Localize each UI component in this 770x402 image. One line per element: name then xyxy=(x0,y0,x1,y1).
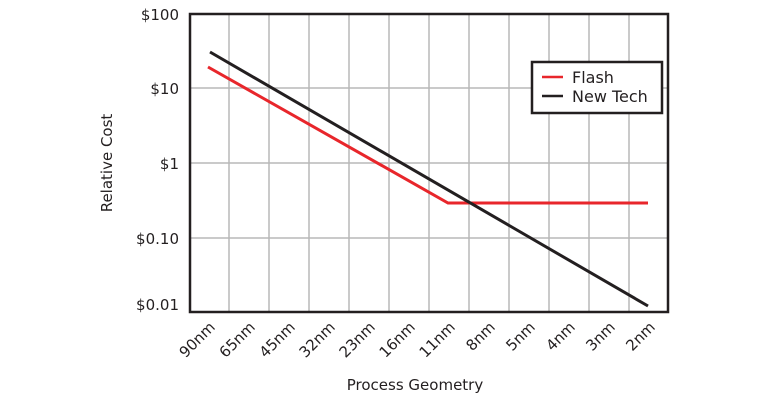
legend-flash-label: Flash xyxy=(572,68,614,87)
x-tick: 2nm xyxy=(622,318,659,355)
y-axis-ticks: $100 $10 $1 $0.10 $0.01 xyxy=(136,6,179,314)
x-tick: 8nm xyxy=(462,318,499,355)
x-tick: 32nm xyxy=(296,318,339,361)
x-tick: 65nm xyxy=(216,318,259,361)
legend: Flash New Tech xyxy=(530,60,664,115)
legend-newtech-label: New Tech xyxy=(572,87,648,106)
x-tick: 4nm xyxy=(542,318,579,355)
y-tick: $100 xyxy=(141,6,179,24)
x-tick: 16nm xyxy=(376,318,419,361)
x-tick: 3nm xyxy=(582,318,619,355)
x-tick: 11nm xyxy=(416,318,459,361)
y-tick: $0.10 xyxy=(136,230,179,248)
y-tick: $1 xyxy=(160,155,179,173)
y-tick: $0.01 xyxy=(136,296,179,314)
x-tick: 23nm xyxy=(336,318,379,361)
x-axis-title: Process Geometry xyxy=(347,376,484,394)
series-newtech-line xyxy=(209,50,649,308)
grid xyxy=(190,14,668,312)
x-tick: 5nm xyxy=(502,318,539,355)
plot-frame xyxy=(188,12,670,314)
y-axis-title: Relative Cost xyxy=(98,114,116,213)
series-flash-line xyxy=(207,65,648,205)
x-tick: 45nm xyxy=(256,318,299,361)
y-tick: $10 xyxy=(150,80,179,98)
x-tick: 90nm xyxy=(176,318,219,361)
x-axis-ticks: 90nm 65nm 45nm 32nm 23nm 16nm 11nm 8nm 5… xyxy=(176,318,659,361)
